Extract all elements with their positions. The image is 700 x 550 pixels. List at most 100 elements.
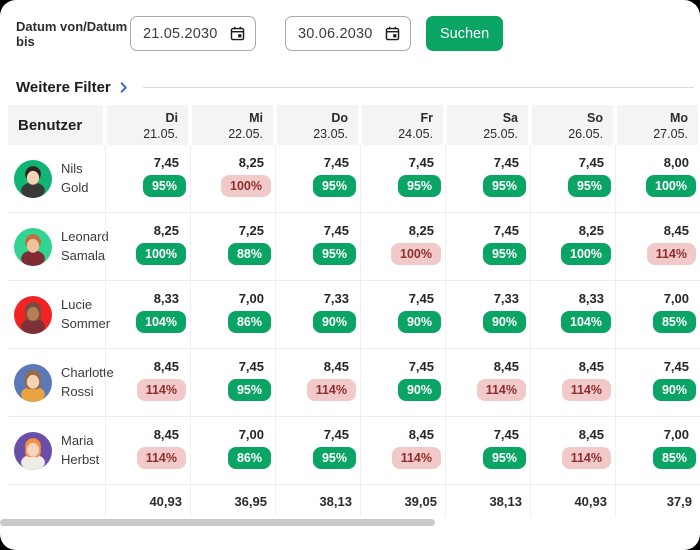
attendance-cell: 7,45 95% <box>275 417 360 484</box>
percent-badge: 90% <box>652 379 696 401</box>
user-name: Lucie Sommer <box>61 296 110 334</box>
day-abbr: Mi <box>249 111 263 125</box>
user-cell[interactable]: Leonard Samala <box>8 213 109 280</box>
user-avatar <box>14 431 52 470</box>
percent-badge: 104% <box>561 311 611 333</box>
attendance-cell: 7,45 90% <box>360 281 445 348</box>
hours-value: 7,45 <box>323 223 349 238</box>
percent-badge: 114% <box>476 379 526 401</box>
badge-wrap: 90% <box>652 379 700 401</box>
user-cell[interactable]: Nils Gold <box>8 145 105 212</box>
hours-value: 8,25 <box>578 223 604 238</box>
percent-badge: 95% <box>312 175 356 197</box>
hours-value: 7,45 <box>493 427 519 442</box>
user-last-name: Rossi <box>61 383 94 399</box>
percent-badge: 95% <box>482 447 526 469</box>
badge-wrap: 114% <box>646 243 700 265</box>
hours-value: 7,45 <box>493 155 519 170</box>
user-avatar <box>14 159 52 198</box>
table-totals-row: 40,93 36,95 38,13 39,05 38,13 40,93 37,9 <box>8 485 700 517</box>
day-abbr: Mo <box>669 111 688 125</box>
day-column-header: Sa 25.05. <box>445 105 530 145</box>
attendance-cell: 8,00 100% <box>615 145 700 212</box>
hours-value: 7,45 <box>408 359 434 374</box>
badge-wrap: 85% <box>652 447 700 469</box>
date-to-input[interactable]: 30.06.2030 <box>285 16 411 51</box>
badge-wrap: 95% <box>227 379 275 401</box>
badge-wrap: 114% <box>391 447 445 469</box>
calendar-icon[interactable] <box>384 25 401 42</box>
user-avatar <box>14 227 52 266</box>
hours-value: 7,45 <box>408 155 434 170</box>
user-last-name: Herbst <box>61 451 100 467</box>
attendance-cell: 7,45 95% <box>530 145 615 212</box>
user-first-name: Maria <box>61 432 94 448</box>
attendance-cell: 7,45 95% <box>445 145 530 212</box>
attendance-cell: 8,45 114% <box>445 349 530 416</box>
percent-badge: 95% <box>567 175 611 197</box>
percent-badge: 95% <box>227 379 271 401</box>
badge-wrap: 114% <box>306 379 360 401</box>
scrollbar-thumb[interactable] <box>0 519 435 526</box>
benutzer-header: Benutzer <box>8 105 105 145</box>
table-row: Leonard Samala 8,25 100% 7,25 88% 7,45 95% 8,25 1… <box>8 213 700 281</box>
user-cell[interactable]: Maria Herbst <box>8 417 105 484</box>
badge-wrap: 86% <box>227 447 275 469</box>
table-body: Nils Gold 7,45 95% 8,25 100% 7,45 95% 7,45 95% 7,4… <box>8 145 700 485</box>
hours-value: 8,45 <box>493 359 519 374</box>
badge-wrap: 95% <box>312 175 360 197</box>
day-column-header: Mi 22.05. <box>190 105 275 145</box>
hours-value: 8,45 <box>153 359 179 374</box>
attendance-cell: 8,45 114% <box>530 349 615 416</box>
percent-badge: 114% <box>561 447 611 469</box>
column-total: 38,13 <box>445 485 530 517</box>
attendance-cell: 7,45 95% <box>360 145 445 212</box>
attendance-cell: 7,45 90% <box>360 349 445 416</box>
day-column-header: So 26.05. <box>530 105 615 145</box>
attendance-cell: 7,45 95% <box>190 349 275 416</box>
day-date: 27.05. <box>653 127 688 142</box>
attendance-table: Benutzer Di 21.05. Mi 22.05. Do 23.05. Fr 24.05… <box>8 105 700 517</box>
hours-value: 7,45 <box>578 155 604 170</box>
more-filters-link[interactable]: Weitere Filter <box>16 79 111 96</box>
badge-wrap: 88% <box>227 243 275 265</box>
hours-value: 7,00 <box>663 427 689 442</box>
attendance-cell: 8,25 100% <box>190 145 275 212</box>
hours-value: 8,45 <box>663 223 689 238</box>
table-header-row: Benutzer Di 21.05. Mi 22.05. Do 23.05. Fr 24.05… <box>8 105 700 145</box>
user-cell[interactable]: Charlotte Rossi <box>8 349 114 416</box>
horizontal-scrollbar[interactable] <box>0 519 700 526</box>
percent-badge: 114% <box>561 379 611 401</box>
user-cell[interactable]: Lucie Sommer <box>8 281 110 348</box>
table-row: Charlotte Rossi 8,45 114% 7,45 95% 8,45 114% 7,4… <box>8 349 700 417</box>
hours-value: 7,45 <box>323 427 349 442</box>
hours-value: 7,00 <box>238 291 264 306</box>
hours-value: 7,00 <box>238 427 264 442</box>
search-button[interactable]: Suchen <box>426 16 504 51</box>
user-last-name: Samala <box>61 247 106 263</box>
day-abbr: Fr <box>420 111 434 125</box>
attendance-cell: 8,45 114% <box>360 417 445 484</box>
attendance-cell: 7,25 88% <box>190 213 275 280</box>
totals-empty-cell <box>8 485 105 517</box>
day-abbr: Di <box>165 111 179 125</box>
date-from-value: 21.05.2030 <box>143 25 218 42</box>
hours-value: 7,45 <box>493 223 519 238</box>
percent-badge: 88% <box>227 243 271 265</box>
attendance-cell: 7,45 90% <box>615 349 700 416</box>
percent-badge: 114% <box>136 447 186 469</box>
hours-value: 8,00 <box>663 155 689 170</box>
percent-badge: 95% <box>312 447 356 469</box>
calendar-icon[interactable] <box>229 25 246 42</box>
day-column-header: Do 23.05. <box>275 105 360 145</box>
hours-value: 8,33 <box>153 291 179 306</box>
chevron-right-icon[interactable] <box>116 80 131 95</box>
day-abbr: Do <box>331 111 348 125</box>
badge-wrap: 114% <box>561 379 615 401</box>
percent-badge: 95% <box>482 243 526 265</box>
attendance-cell: 7,45 95% <box>445 417 530 484</box>
hours-value: 8,45 <box>408 427 434 442</box>
attendance-cell: 8,45 114% <box>615 213 700 280</box>
date-from-input[interactable]: 21.05.2030 <box>130 16 256 51</box>
